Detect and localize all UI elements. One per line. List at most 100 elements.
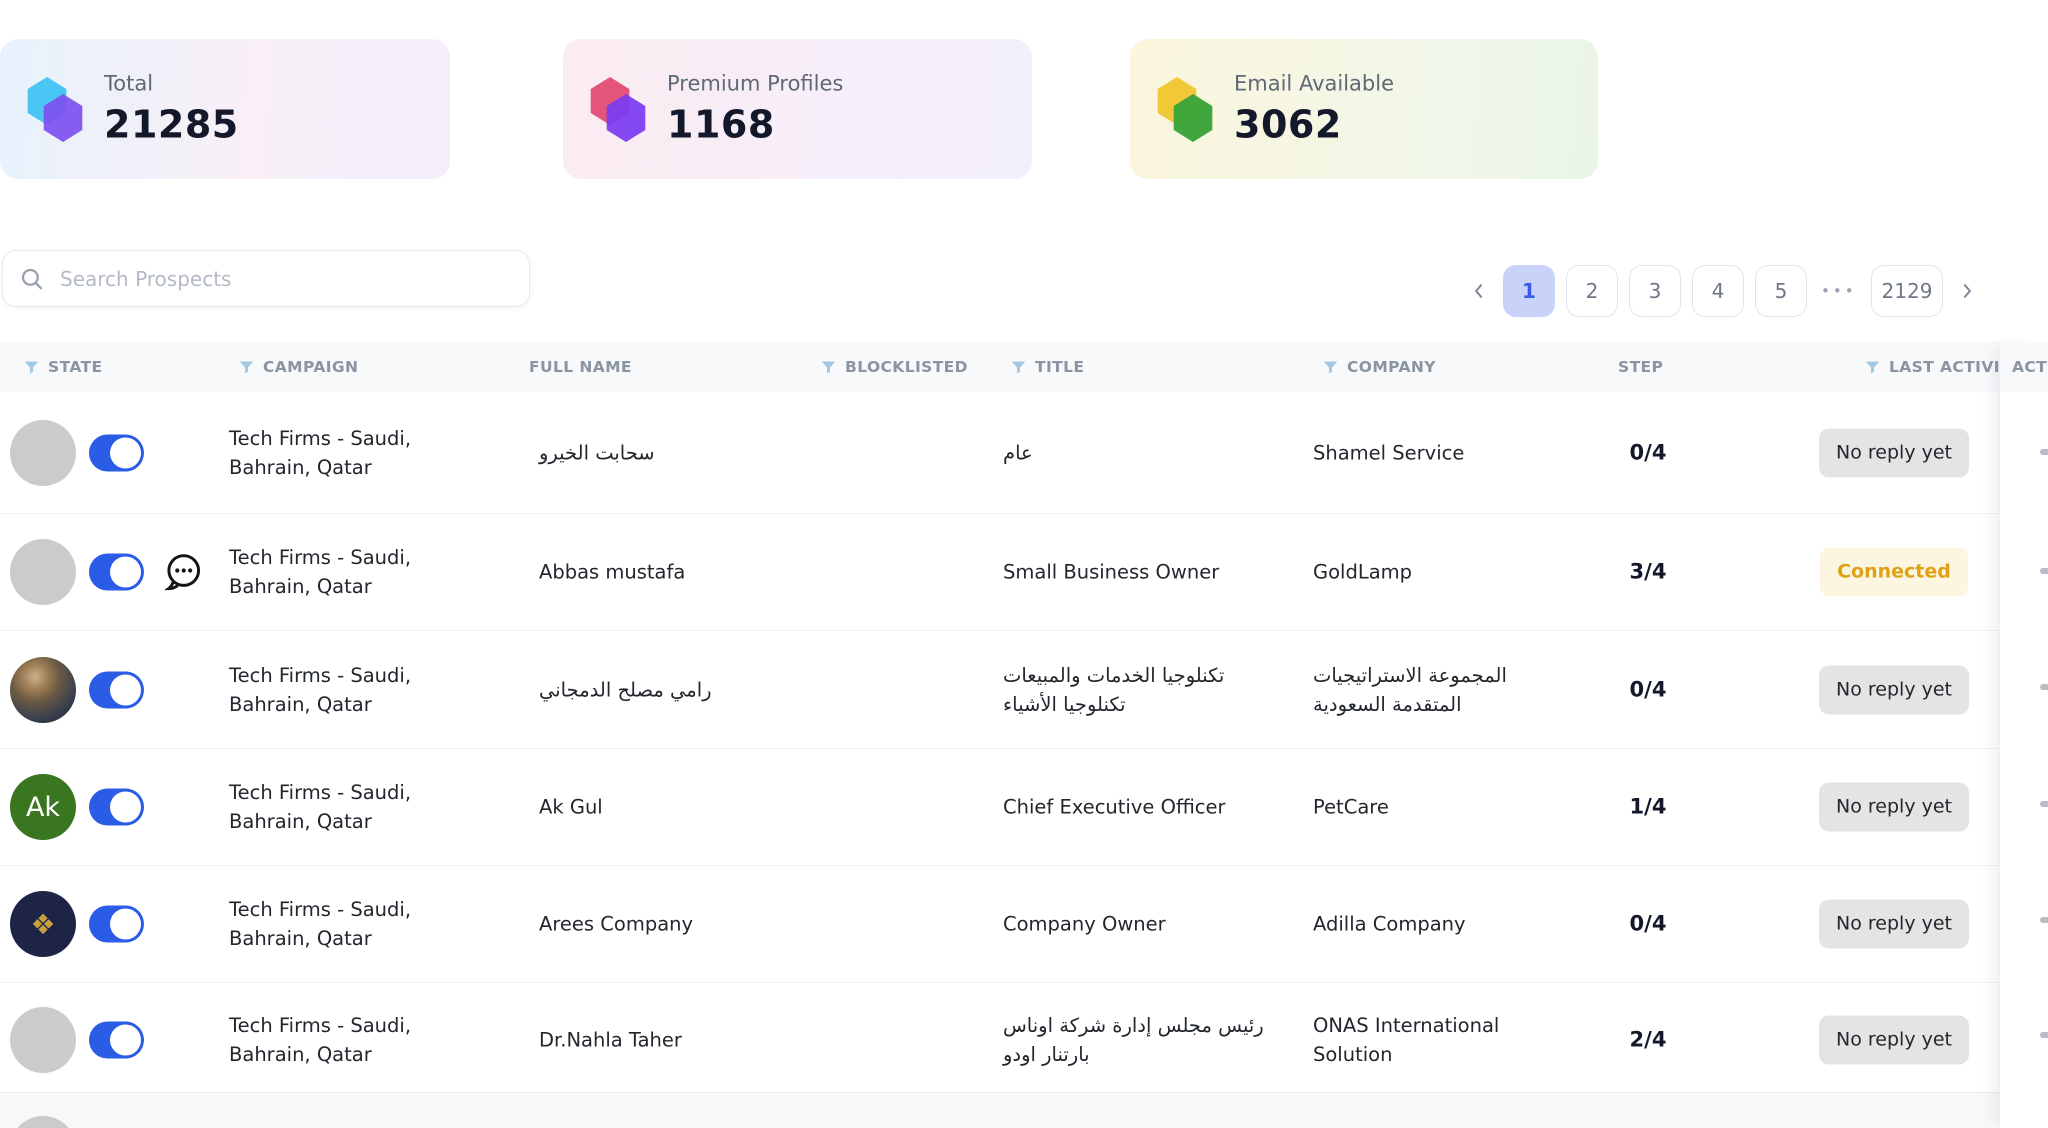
filter-icon[interactable]: [238, 359, 255, 376]
hexagons-pink-purple-icon: [589, 77, 651, 143]
stat-value: 1168: [667, 102, 775, 147]
last-activity-cell: Connected: [1786, 547, 2002, 597]
filter-icon[interactable]: [820, 359, 837, 376]
title-cell: تكنلوجيا الخدمات والمبيعات تكنلوجيا الأش…: [1003, 663, 1225, 716]
title-cell: رئيس مجلس إدارة شركة اوناس بارتنار اودو: [1003, 1014, 1264, 1066]
table-row: Tech Firms - Saudi, Bahrain, Qatar رامي …: [0, 631, 2048, 749]
title-cell: Chief Executive Officer: [1003, 795, 1226, 819]
stat-card-total: Total 21285: [0, 39, 450, 179]
row-actions-button[interactable]: [2040, 1032, 2048, 1038]
prospect-enabled-toggle[interactable]: [89, 671, 144, 708]
full-name-cell: Arees Company: [539, 912, 694, 936]
full-name-cell: Abbas mustafa: [539, 560, 686, 584]
search-input[interactable]: [58, 265, 513, 292]
filter-icon[interactable]: [1010, 359, 1027, 376]
page-button-4[interactable]: 4: [1692, 265, 1744, 317]
actions-column: ACT: [1999, 342, 2048, 1128]
step-cell: 0/4: [1629, 677, 1667, 701]
last-activity-cell: No reply yet: [1786, 428, 2002, 477]
row-actions-button[interactable]: [2040, 917, 2048, 923]
full-name-cell: سحابت الخيرو: [539, 441, 655, 464]
step-cell: 3/4: [1629, 559, 1667, 584]
column-header-blocklisted: BLOCKLISTED: [820, 342, 968, 392]
prev-page-button[interactable]: [1466, 265, 1492, 317]
full-name-cell: رامي مصلح الدمجاني: [539, 678, 712, 701]
full-name-cell: Ak Gul: [539, 795, 603, 819]
status-badge: No reply yet: [1819, 899, 1969, 949]
avatar-company-logo: ❖: [10, 891, 76, 957]
column-header-title: TITLE: [1010, 342, 1084, 392]
page-button-5[interactable]: 5: [1755, 265, 1807, 317]
status-badge: No reply yet: [1819, 782, 1969, 832]
hexagons-yellow-green-icon: [1156, 77, 1218, 143]
column-header-full-name: FULL NAME: [529, 358, 632, 376]
column-header-company: COMPANY: [1322, 342, 1436, 392]
title-cell: عام: [1003, 441, 1033, 464]
table-row: Tech Firms - Saudi, Bahrain, Qatar Dr.Na…: [0, 983, 2048, 1098]
stat-value: 21285: [104, 102, 239, 147]
last-activity-cell: No reply yet: [1786, 665, 2002, 714]
status-badge: No reply yet: [1819, 665, 1969, 714]
step-cell: 0/4: [1629, 440, 1667, 464]
last-activity-cell: No reply yet: [1786, 899, 2002, 949]
table-row: Ak Tech Firms - Saudi, Bahrain, Qatar Ak…: [0, 749, 2048, 866]
column-header-last-activity: LAST ACTIVI: [1864, 342, 2000, 392]
filter-icon[interactable]: [1864, 359, 1881, 376]
step-cell: 1/4: [1629, 794, 1667, 819]
campaign-cell: Tech Firms - Saudi, Bahrain, Qatar: [229, 546, 412, 598]
last-page-button[interactable]: 2129: [1870, 265, 1944, 317]
table-row-partial: [0, 1092, 2048, 1128]
campaign-cell: Tech Firms - Saudi, Bahrain, Qatar: [229, 781, 412, 833]
status-badge: No reply yet: [1819, 1015, 1969, 1065]
company-cell: ONAS International Solution: [1313, 1014, 1500, 1066]
row-actions-button[interactable]: [2040, 449, 2048, 455]
filter-icon[interactable]: [23, 359, 40, 376]
column-header-actions: ACT: [2000, 342, 2048, 392]
title-cell: Company Owner: [1003, 912, 1166, 936]
prospect-enabled-toggle[interactable]: [89, 1021, 144, 1059]
search-icon: [21, 268, 43, 289]
column-header-campaign: CAMPAIGN: [238, 342, 358, 392]
next-page-button[interactable]: [1954, 265, 1980, 317]
page-button-1[interactable]: 1: [1503, 265, 1555, 317]
avatar: [10, 419, 76, 486]
filter-icon[interactable]: [1322, 359, 1339, 376]
table-body: Tech Firms - Saudi, Bahrain, Qatar سحابت…: [0, 392, 2048, 1098]
chat-bubble-icon[interactable]: [161, 550, 205, 594]
row-actions-button[interactable]: [2040, 568, 2048, 574]
stat-card-premium-profiles: Premium Profiles 1168: [563, 39, 1032, 179]
title-cell: Small Business Owner: [1003, 560, 1220, 584]
campaign-cell: Tech Firms - Saudi, Bahrain, Qatar: [229, 663, 412, 716]
table-header: STATE CAMPAIGN FULL NAME BLOCKLISTED TIT…: [0, 342, 2048, 392]
company-cell: المجموعة الاستراتيجيات المتقدمة السعودية: [1313, 663, 1507, 716]
campaign-cell: Tech Firms - Saudi, Bahrain, Qatar: [229, 898, 412, 950]
pagination-ellipsis: •••: [1821, 282, 1857, 300]
stat-label: Total: [104, 71, 154, 96]
avatar: [10, 539, 76, 605]
row-actions-button[interactable]: [2040, 684, 2048, 690]
prospect-enabled-toggle[interactable]: [89, 553, 144, 591]
chevron-left-icon: [1475, 284, 1483, 298]
table-row: ❖ Tech Firms - Saudi, Bahrain, Qatar Are…: [0, 866, 2048, 983]
pagination: 1 2 3 4 5 ••• 2129: [1466, 265, 1980, 317]
campaign-cell: Tech Firms - Saudi, Bahrain, Qatar: [229, 1014, 412, 1066]
prospect-enabled-toggle[interactable]: [89, 434, 144, 471]
step-cell: 2/4: [1629, 1027, 1667, 1052]
column-header-state: STATE: [23, 342, 103, 392]
row-actions-button[interactable]: [2040, 801, 2048, 807]
avatar-initials: Ak: [10, 774, 76, 840]
stat-value: 3062: [1234, 102, 1342, 147]
table-row: Tech Firms - Saudi, Bahrain, Qatar سحابت…: [0, 392, 2048, 514]
step-cell: 0/4: [1629, 911, 1667, 936]
prospect-enabled-toggle[interactable]: [89, 788, 144, 826]
column-header-step: STEP: [1618, 358, 1664, 376]
page-button-3[interactable]: 3: [1629, 265, 1681, 317]
hexagons-blue-purple-icon: [26, 77, 88, 143]
stat-label: Email Available: [1234, 71, 1394, 96]
page-button-2[interactable]: 2: [1566, 265, 1618, 317]
status-badge: No reply yet: [1819, 428, 1969, 477]
prospect-enabled-toggle[interactable]: [89, 905, 144, 943]
search-bar: [2, 250, 530, 307]
avatar: [10, 1007, 76, 1073]
